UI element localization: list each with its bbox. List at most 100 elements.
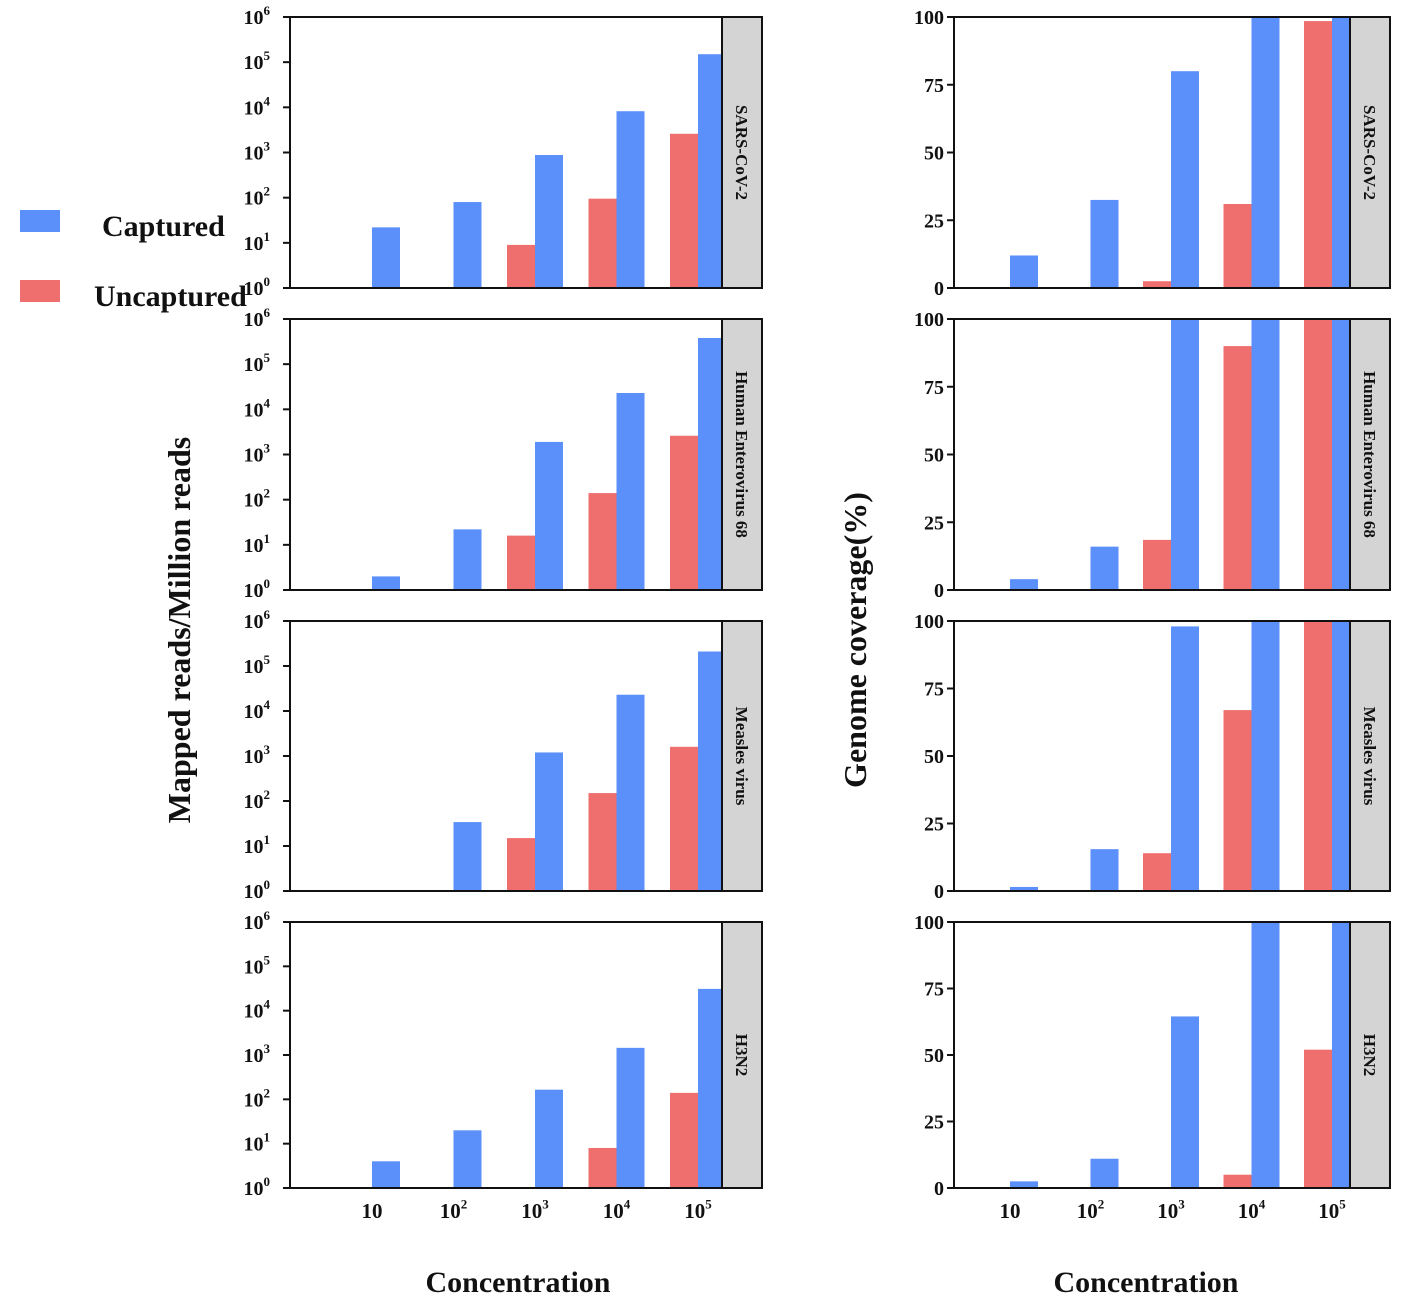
y-tick-label: 102 [244, 1085, 271, 1111]
y-tick-label: 106 [244, 305, 271, 331]
y-tick-label: 101 [244, 832, 271, 858]
y-tick-label: 101 [244, 1130, 271, 1156]
bar-captured-h3n2-reads-4 [616, 1047, 645, 1188]
bar-captured-sars-cov-2-coverage-1 [1010, 255, 1038, 288]
bar-captured-measles-virus-coverage-1 [1010, 886, 1038, 891]
y-tick-label: 103 [244, 742, 271, 768]
x-tick-label: 102 [440, 1197, 468, 1223]
y-tick-label: 104 [244, 395, 271, 421]
facet-strip [1349, 921, 1391, 1189]
y-tick-label: 50 [924, 1045, 944, 1067]
facet-strip [721, 318, 763, 591]
bar-uncaptured-h3n2-coverage-5 [1304, 1049, 1332, 1188]
y-tick-label: 100 [914, 611, 944, 633]
y-tick-label: 104 [244, 697, 271, 723]
facet-label: SARS-CoV-2 [1360, 105, 1379, 200]
right-y-axis-title: Genome coverage(%) [837, 492, 873, 788]
bar-captured-h3n2-reads-2 [453, 1130, 482, 1188]
bar-uncaptured-human-enterovirus-68-coverage-5 [1304, 319, 1332, 590]
x-tick-label: 103 [521, 1197, 549, 1223]
facet-label: Human Enterovirus 68 [1360, 371, 1379, 538]
plot-frame [289, 318, 723, 591]
y-tick-label: 100 [914, 7, 944, 29]
x-tick-label: 10 [362, 1199, 383, 1223]
bar-captured-h3n2-coverage-3 [1171, 1016, 1199, 1188]
plot-frame [289, 620, 723, 892]
y-tick-label: 100 [244, 576, 271, 602]
y-tick-label: 25 [924, 1112, 944, 1134]
facet-label: H3N2 [732, 1034, 751, 1077]
y-tick-label: 104 [244, 997, 271, 1023]
y-tick-label: 102 [244, 184, 271, 210]
y-tick-label: 105 [244, 652, 271, 678]
y-tick-label: 103 [244, 139, 271, 165]
facet-label: Measles virus [1360, 707, 1379, 806]
plot-frame [289, 921, 723, 1189]
bar-captured-measles-virus-coverage-4 [1251, 621, 1280, 891]
y-tick-label: 105 [244, 48, 271, 74]
bar-uncaptured-measles-virus-coverage-4 [1223, 710, 1252, 891]
y-tick-label: 50 [924, 143, 944, 165]
bar-uncaptured-human-enterovirus-68-coverage-4 [1223, 346, 1252, 590]
x-tick-label: 104 [1238, 1197, 1266, 1223]
bar-captured-human-enterovirus-68-reads-3 [535, 441, 563, 590]
y-tick-label: 102 [244, 486, 271, 512]
plot-frame [289, 16, 723, 289]
bar-captured-sars-cov-2-reads-1 [372, 227, 400, 288]
bar-uncaptured-sars-cov-2-coverage-3 [1143, 281, 1171, 288]
y-tick-label: 100 [244, 877, 271, 903]
facet-label: Human Enterovirus 68 [732, 371, 751, 538]
y-tick-label: 75 [924, 75, 944, 97]
facet-strip [721, 921, 763, 1189]
facet-label: H3N2 [1360, 1034, 1379, 1077]
bar-uncaptured-h3n2-reads-5 [670, 1092, 698, 1188]
plot-frame [953, 620, 1351, 892]
y-tick-label: 101 [244, 229, 271, 255]
bar-captured-h3n2-coverage-1 [1010, 1181, 1038, 1188]
bar-uncaptured-human-enterovirus-68-reads-5 [670, 435, 698, 590]
bar-captured-measles-virus-coverage-2 [1090, 849, 1119, 891]
legend-label-captured: Captured [102, 210, 225, 243]
y-tick-label: 101 [244, 531, 271, 557]
y-tick-label: 50 [924, 746, 944, 768]
y-tick-label: 25 [924, 814, 944, 836]
bar-captured-sars-cov-2-coverage-2 [1090, 199, 1119, 288]
bar-captured-measles-virus-reads-2 [453, 822, 482, 891]
legend-label-uncaptured: Uncaptured [94, 280, 247, 313]
bar-captured-human-enterovirus-68-reads-1 [372, 576, 400, 590]
y-tick-label: 75 [924, 979, 944, 1001]
y-tick-label: 100 [914, 309, 944, 331]
bar-captured-measles-virus-reads-4 [616, 694, 645, 891]
facet-label: Measles virus [732, 707, 751, 806]
y-tick-label: 25 [924, 210, 944, 232]
left-x-axis-title: Concentration [426, 1266, 611, 1299]
bar-uncaptured-sars-cov-2-coverage-5 [1304, 21, 1332, 288]
panel-human-enterovirus-68-reads: Human Enterovirus 68 100 101 102 103 104 105 10… [244, 305, 763, 602]
bar-captured-h3n2-coverage-4 [1251, 922, 1280, 1188]
y-tick-label: 105 [244, 952, 271, 978]
y-tick-label: 0 [934, 580, 944, 602]
plot-frame [953, 921, 1351, 1189]
bar-uncaptured-sars-cov-2-coverage-4 [1223, 203, 1252, 288]
facet-strip [721, 16, 763, 289]
bar-captured-human-enterovirus-68-coverage-4 [1251, 319, 1280, 590]
y-tick-label: 100 [244, 274, 271, 300]
y-tick-label: 100 [914, 912, 944, 934]
bar-uncaptured-h3n2-coverage-4 [1223, 1174, 1252, 1188]
bar-uncaptured-h3n2-reads-4 [588, 1147, 617, 1188]
bar-uncaptured-human-enterovirus-68-reads-4 [588, 493, 617, 590]
panel-h3n2-reads: H3N2 100 101 102 103 104 105 106 10 102 103 104 105 [244, 908, 763, 1223]
x-tick-label: 103 [1157, 1197, 1185, 1223]
bar-captured-human-enterovirus-68-coverage-3 [1171, 319, 1199, 590]
y-tick-label: 25 [924, 512, 944, 534]
legend-swatch-uncaptured [20, 280, 60, 302]
y-tick-label: 50 [924, 445, 944, 467]
bar-captured-human-enterovirus-68-reads-4 [616, 392, 645, 590]
panel-human-enterovirus-68-coverage: Human Enterovirus 68 0 25 50 75 100 [914, 309, 1391, 602]
y-tick-label: 75 [924, 377, 944, 399]
y-tick-label: 105 [244, 350, 271, 376]
y-tick-label: 0 [934, 1178, 944, 1200]
facet-label: SARS-CoV-2 [732, 105, 751, 200]
